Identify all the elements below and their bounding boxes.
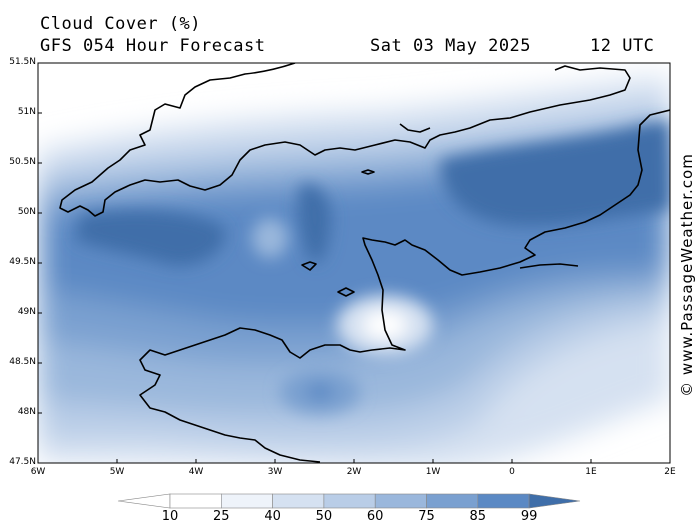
credit-text: © www.PassageWeather.com — [678, 153, 696, 397]
colorbar-label: 85 — [469, 509, 487, 524]
colorbar-cap-high — [528, 493, 581, 509]
lat-label: 49N — [17, 307, 36, 317]
lon-label: 5W — [109, 467, 125, 477]
colorbar-label: 40 — [264, 509, 281, 524]
lat-label: 49.5N — [9, 257, 36, 267]
lon-label: 3W — [267, 467, 283, 477]
colorbar-segment — [374, 493, 427, 509]
lon-label: 1W — [425, 467, 441, 477]
lon-label: 2E — [664, 467, 676, 477]
colorbar-label: 10 — [161, 509, 179, 524]
colorbar — [117, 493, 581, 509]
lat-label: 51.5N — [9, 57, 36, 67]
colorbar-cap-low — [117, 493, 171, 509]
chart-title: Cloud Cover (%) — [40, 14, 202, 34]
lat-label: 50N — [17, 207, 36, 217]
lon-label: 1E — [585, 467, 597, 477]
colorbar-segment — [272, 493, 325, 509]
lon-label: 6W — [30, 467, 46, 477]
colorbar-label: 50 — [315, 509, 333, 524]
lat-label: 50.5N — [9, 157, 36, 167]
colorbar-segment — [477, 493, 530, 509]
lat-label: 48.5N — [9, 357, 36, 367]
forecast-label: GFS 054 Hour Forecast — [40, 36, 266, 56]
forecast-date: Sat 03 May 2025 — [370, 36, 532, 56]
forecast-time: 12 UTC — [590, 36, 655, 56]
lat-label: 48N — [17, 407, 36, 417]
lat-label: 51N — [17, 107, 36, 117]
colorbar-segment — [323, 493, 376, 509]
lat-label: 47.5N — [9, 457, 36, 467]
colorbar-segment — [169, 493, 222, 509]
colorbar-label: 60 — [366, 509, 384, 524]
colorbar-label: 99 — [520, 509, 538, 524]
colorbar-label: 25 — [213, 509, 230, 524]
lon-label: 4W — [188, 467, 204, 477]
colorbar-segment — [221, 493, 273, 509]
colorbar-segment — [426, 493, 479, 509]
lon-label: 0 — [509, 467, 515, 477]
colorbar-label: 75 — [418, 509, 435, 524]
lon-label: 2W — [346, 467, 362, 477]
